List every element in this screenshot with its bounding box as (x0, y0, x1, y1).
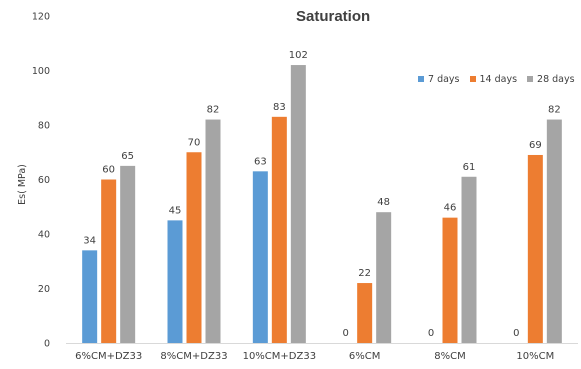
legend-item-7-days: 7 days (418, 74, 460, 85)
legend-item-28-days: 28 days (527, 74, 575, 85)
data-label-7-days-5: 0 (513, 328, 519, 339)
data-label-28-days-0: 65 (121, 151, 134, 162)
legend: 7 days 14 days 28 days (418, 72, 575, 86)
legend-item-14-days: 14 days (469, 73, 518, 85)
y-tick-label-0: 0 (44, 339, 50, 350)
legend-swatch-28-days (527, 76, 534, 82)
data-label-28-days-2: 102 (289, 50, 308, 61)
y-tick-label-100: 100 (32, 66, 50, 77)
data-label-7-days-2: 63 (254, 156, 267, 167)
bar-28-days-3 (376, 212, 392, 343)
category-label-3: 6%CM (349, 351, 380, 362)
data-label-7-days-3: 0 (342, 328, 348, 339)
data-label-14-days-0: 60 (102, 165, 115, 176)
y-tick-label-60: 60 (38, 175, 50, 186)
bar-14-days-1 (186, 152, 202, 343)
data-label-28-days-5: 82 (548, 105, 561, 116)
data-label-7-days-0: 34 (83, 235, 96, 246)
data-label-7-days-1: 45 (169, 205, 182, 216)
bar-28-days-0 (120, 165, 136, 343)
bar-14-days-5 (527, 154, 543, 343)
y-axis-title: Es( MPa) (17, 164, 28, 205)
category-label-4: 8%CM (434, 351, 465, 362)
y-tick-label-80: 80 (38, 121, 50, 132)
bar-28-days-4 (461, 176, 477, 343)
data-label-14-days-4: 46 (444, 203, 457, 214)
data-label-14-days-5: 69 (529, 140, 542, 151)
category-label-1: 8%CM+DZ33 (160, 351, 227, 362)
legend-label-28-days: 28 days (537, 73, 575, 85)
legend-label-14-days: 14 days (479, 73, 518, 85)
data-label-28-days-3: 48 (377, 197, 390, 208)
data-label-14-days-1: 70 (188, 137, 201, 148)
bar-14-days-3 (357, 283, 373, 343)
bar-14-days-0 (101, 179, 117, 343)
bar-28-days-2 (290, 65, 306, 344)
bar-7-days-2 (252, 171, 268, 343)
bar-28-days-1 (205, 119, 221, 343)
bar-14-days-4 (442, 217, 458, 343)
chart-title: Saturation (296, 8, 371, 25)
y-tick-label-120: 120 (32, 12, 50, 23)
bar-7-days-0 (82, 250, 98, 343)
y-tick-label-20: 20 (38, 284, 50, 295)
legend-swatch-14-days (469, 76, 476, 82)
category-label-2: 10%CM+DZ33 (243, 351, 317, 362)
y-tick-label-40: 40 (38, 230, 50, 241)
legend-swatch-7-days (418, 76, 424, 82)
bar-28-days-5 (546, 119, 562, 343)
data-label-14-days-3: 22 (358, 268, 371, 279)
data-label-28-days-4: 61 (463, 162, 476, 173)
bar-7-days-1 (167, 220, 183, 343)
data-label-7-days-4: 0 (428, 328, 434, 339)
category-label-0: 6%CM+DZ33 (75, 351, 142, 362)
data-label-14-days-2: 83 (273, 102, 286, 113)
legend-label-7-days: 7 days (428, 73, 460, 85)
bar-14-days-2 (271, 116, 287, 343)
category-label-5: 10%CM (516, 351, 554, 362)
data-label-28-days-1: 82 (207, 105, 220, 116)
